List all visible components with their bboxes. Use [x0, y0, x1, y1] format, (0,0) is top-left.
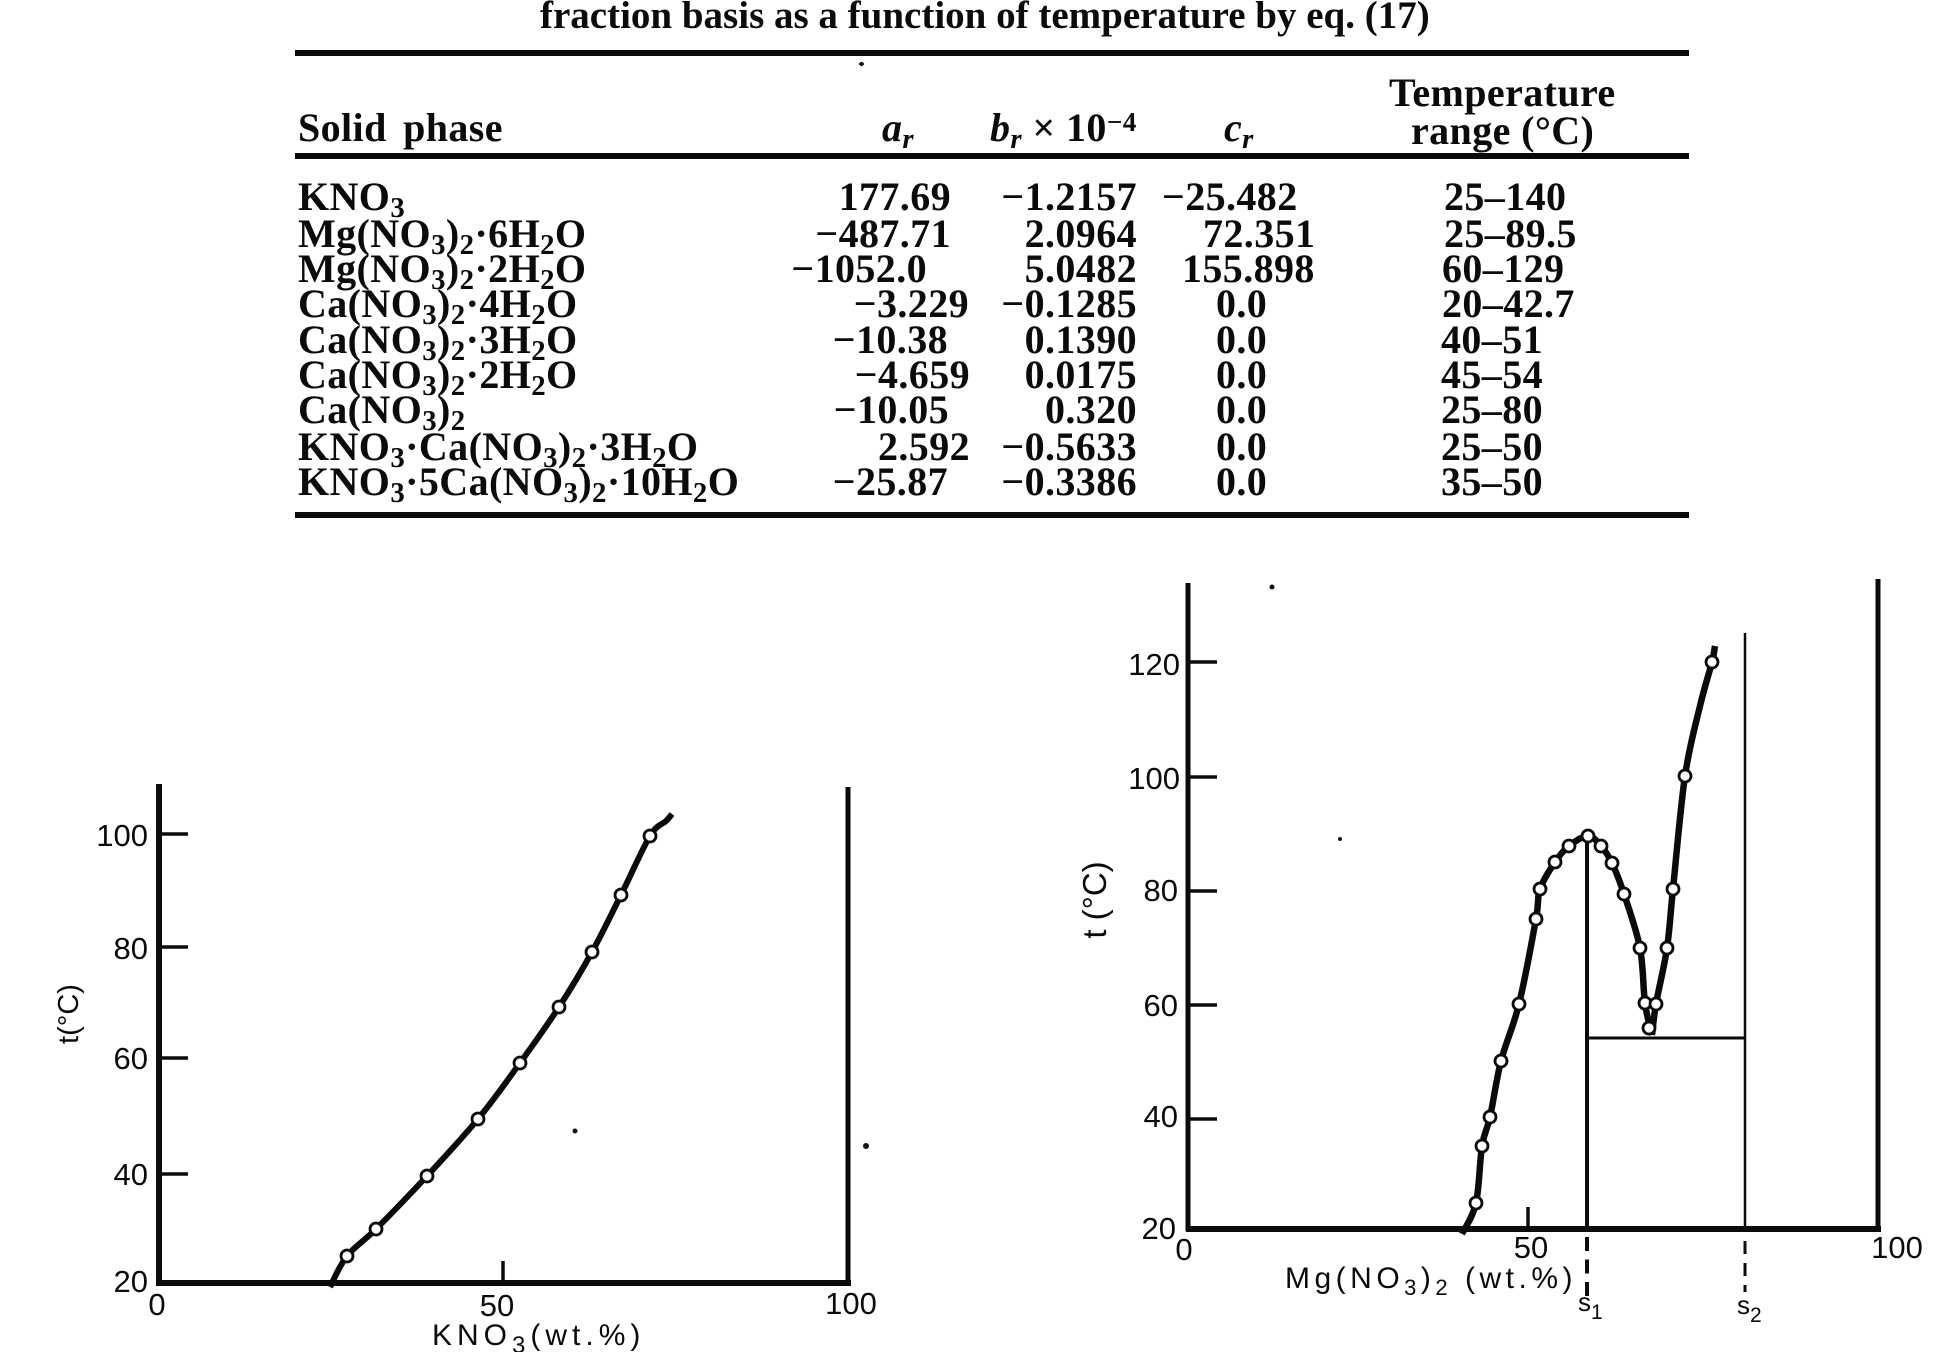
svg-text:0: 0 — [148, 1287, 165, 1322]
svg-text:80: 80 — [114, 931, 148, 966]
svg-text:100: 100 — [1128, 761, 1180, 796]
svg-text:60: 60 — [114, 1041, 148, 1076]
svg-text:t(°C): t(°C) — [53, 984, 85, 1044]
svg-text:s2: s2 — [1737, 1290, 1762, 1327]
svg-text:KNO3(wt.%): KNO3(wt.%) — [432, 1319, 645, 1352]
svg-text:100: 100 — [825, 1286, 877, 1321]
svg-text:20: 20 — [1142, 1211, 1176, 1246]
svg-text:50: 50 — [480, 1288, 514, 1323]
svg-text:s1: s1 — [1578, 1287, 1603, 1324]
svg-text:20: 20 — [114, 1264, 148, 1299]
svg-text:40: 40 — [114, 1157, 148, 1192]
svg-text:100: 100 — [1871, 1230, 1923, 1265]
svg-text:t (°C): t (°C) — [1076, 861, 1113, 938]
svg-text:80: 80 — [1144, 873, 1178, 908]
svg-text:120: 120 — [1128, 647, 1180, 682]
svg-text:Mg(NO3)2 (wt.%): Mg(NO3)2 (wt.%) — [1285, 1262, 1577, 1300]
svg-text:0: 0 — [1175, 1232, 1192, 1267]
svg-text:60: 60 — [1144, 988, 1178, 1023]
svg-text:40: 40 — [1144, 1099, 1178, 1134]
svg-text:50: 50 — [1514, 1230, 1548, 1265]
svg-text:100: 100 — [96, 818, 148, 853]
